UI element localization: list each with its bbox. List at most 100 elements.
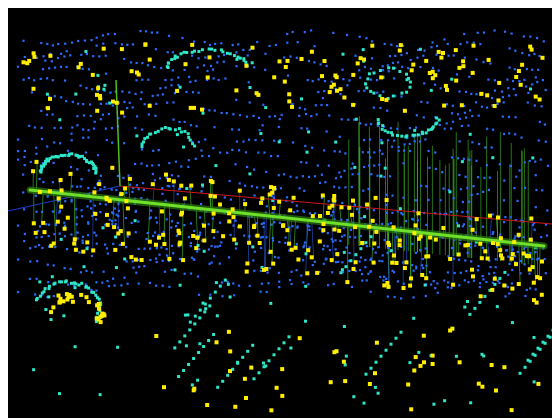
- point-blue: [386, 251, 389, 254]
- point-yellow: [509, 408, 514, 413]
- point-yellow: [448, 328, 453, 333]
- point-blue: [111, 104, 114, 107]
- point-blue: [422, 267, 425, 270]
- point-blue: [99, 118, 102, 121]
- point-blue: [481, 225, 484, 228]
- point-blue: [363, 139, 366, 142]
- point-cyan: [212, 333, 216, 336]
- point-cyan: [251, 343, 255, 347]
- point-blue: [132, 266, 135, 269]
- point-blue: [262, 186, 265, 189]
- point-yellow: [494, 388, 498, 393]
- point-blue: [493, 79, 497, 82]
- point-blue: [534, 251, 537, 254]
- point-blue: [111, 223, 114, 226]
- point-yellow: [277, 199, 282, 204]
- point-blue: [544, 272, 547, 275]
- point-yellow: [233, 404, 238, 409]
- point-cyan: [175, 55, 179, 59]
- point-yellow: [496, 215, 500, 220]
- point-cyan: [204, 307, 208, 311]
- point-cloud-canvas[interactable]: [8, 8, 552, 418]
- point-blue: [505, 249, 508, 252]
- point-cyan: [450, 77, 454, 81]
- point-blue: [289, 55, 292, 58]
- point-blue: [272, 196, 275, 199]
- point-blue: [67, 283, 70, 286]
- point-blue: [413, 140, 416, 143]
- point-blue: [424, 294, 427, 298]
- point-yellow: [310, 214, 315, 219]
- point-blue: [289, 175, 292, 178]
- point-blue: [381, 222, 384, 225]
- point-blue: [416, 219, 420, 222]
- point-blue: [496, 279, 499, 282]
- point-blue: [543, 258, 546, 261]
- point-blue: [134, 126, 137, 130]
- point-yellow: [430, 362, 435, 366]
- point-cyan: [369, 235, 373, 239]
- point-yellow: [67, 293, 72, 297]
- point-blue: [306, 79, 309, 82]
- point-blue: [310, 29, 313, 32]
- point-blue: [161, 192, 164, 195]
- point-yellow: [360, 241, 365, 245]
- point-blue: [22, 39, 25, 42]
- point-blue: [273, 139, 276, 142]
- point-blue: [52, 264, 55, 267]
- point-yellow: [499, 253, 503, 258]
- point-blue: [421, 257, 424, 261]
- point-blue: [188, 75, 191, 78]
- point-cyan: [173, 57, 177, 61]
- point-yellow: [182, 196, 187, 201]
- point-blue: [528, 159, 531, 162]
- point-blue: [177, 83, 180, 87]
- point-blue: [170, 78, 173, 81]
- point-blue: [320, 173, 323, 176]
- point-blue: [378, 259, 381, 262]
- point-yellow: [533, 94, 538, 99]
- point-cyan: [183, 129, 187, 133]
- point-blue: [333, 185, 336, 188]
- point-yellow: [297, 336, 302, 341]
- point-blue: [389, 222, 393, 225]
- point-blue: [400, 297, 403, 300]
- point-blue: [277, 271, 280, 274]
- point-blue: [534, 76, 537, 79]
- point-blue: [70, 233, 73, 236]
- point-blue: [203, 175, 206, 178]
- point-blue: [487, 78, 490, 81]
- point-blue: [491, 96, 494, 100]
- point-cyan: [187, 135, 191, 139]
- point-cyan: [384, 348, 388, 352]
- point-blue: [125, 246, 128, 249]
- point-blue: [341, 261, 344, 264]
- point-yellow: [516, 282, 521, 286]
- point-cyan: [50, 275, 54, 279]
- 3d-viewport[interactable]: [8, 8, 552, 418]
- point-cyan: [47, 287, 51, 291]
- point-blue: [213, 109, 216, 112]
- point-blue: [164, 79, 167, 82]
- point-blue: [140, 162, 143, 165]
- point-blue: [264, 52, 267, 55]
- point-blue: [339, 175, 343, 178]
- point-blue: [368, 164, 371, 167]
- point-cyan: [241, 355, 245, 359]
- point-cyan: [183, 313, 187, 317]
- point-yellow: [150, 182, 155, 187]
- point-blue: [434, 287, 437, 290]
- point-cyan: [73, 345, 77, 349]
- point-cyan: [262, 361, 265, 365]
- point-blue: [543, 123, 546, 126]
- point-cyan: [38, 280, 42, 284]
- point-blue: [102, 42, 105, 45]
- point-blue: [94, 218, 98, 221]
- point-cyan: [405, 72, 408, 76]
- point-blue: [81, 215, 84, 218]
- point-cyan: [143, 137, 147, 141]
- point-blue: [189, 272, 193, 275]
- point-yellow: [272, 186, 277, 191]
- point-blue: [274, 43, 277, 47]
- point-blue: [208, 262, 211, 265]
